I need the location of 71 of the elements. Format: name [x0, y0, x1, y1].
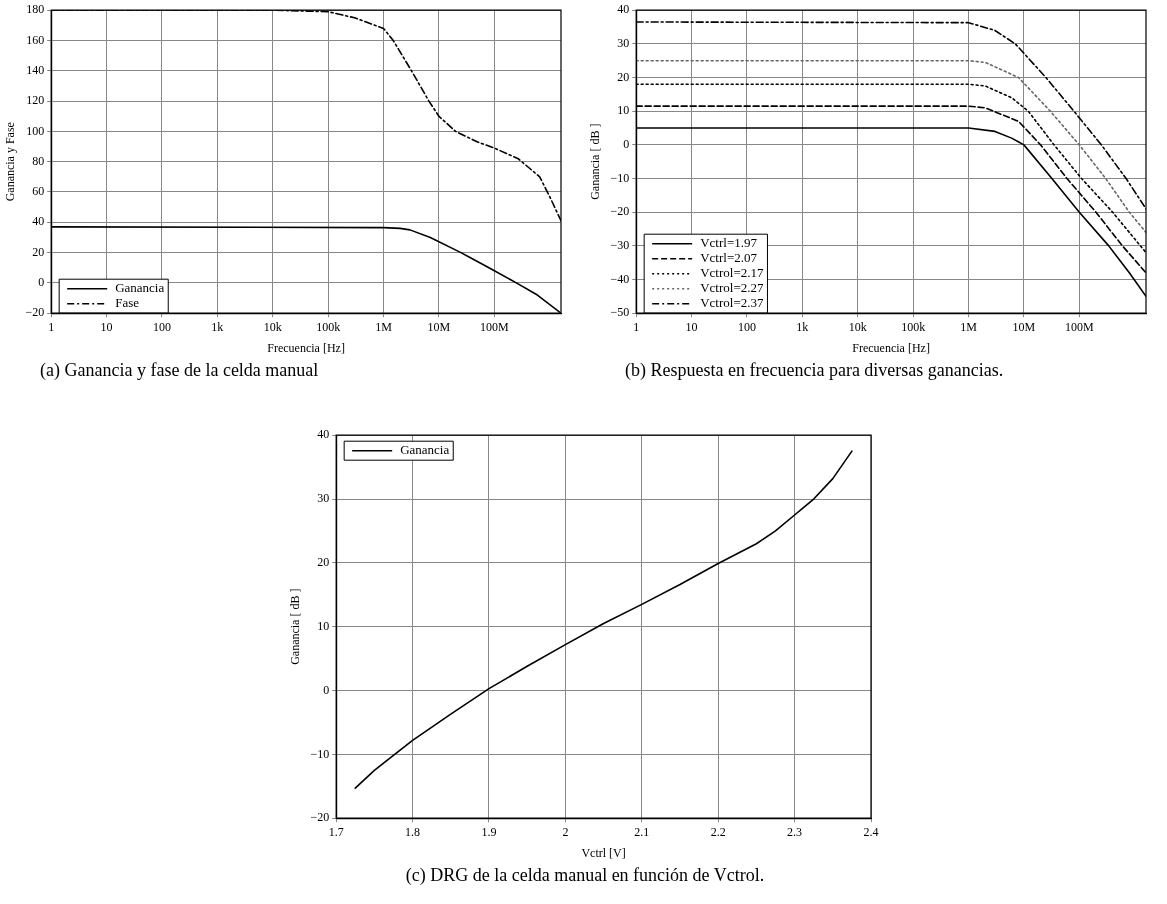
x-tick-label: 1.7	[328, 824, 344, 839]
y-tick-label: 30	[317, 491, 330, 506]
y-tick-label: 100	[26, 123, 45, 138]
y-tick-label: −10	[610, 170, 630, 185]
y-tick-label: 10	[317, 618, 330, 633]
x-tick-label: 100M	[479, 319, 509, 334]
y-tick-label: 120	[26, 93, 45, 108]
x-tick-label: 1.8	[405, 824, 421, 839]
legend-label: Vctrol=2.37	[700, 295, 764, 311]
x-tick-label: 1	[633, 319, 640, 334]
legend-label: Ganancia	[400, 442, 450, 458]
y-tick-label: −20	[25, 305, 45, 320]
x-tick-label: 10	[685, 319, 698, 334]
x-axis-title: Vctrl [V]	[581, 845, 626, 860]
y-axis-title: Ganancia [ dB ]	[288, 588, 303, 665]
x-tick-label: 10M	[1012, 319, 1036, 334]
y-tick-label: 40	[617, 2, 630, 17]
x-tick-label: 100k	[901, 319, 926, 334]
x-tick-label: 100M	[1064, 319, 1094, 334]
legend-label: Vctrl=1.97	[700, 235, 758, 251]
x-tick-label: 2.3	[787, 824, 803, 839]
legend-label: Vctrol=2.17	[700, 265, 764, 281]
y-tick-label: 0	[38, 275, 45, 290]
x-tick-label: 1M	[960, 319, 978, 334]
x-tick-label: 1	[48, 319, 55, 334]
x-axis-title: Frecuencia [Hz]	[852, 340, 930, 355]
x-tick-label: 100	[737, 319, 756, 334]
y-tick-label: 40	[317, 427, 330, 442]
y-tick-label: −50	[610, 305, 630, 320]
y-tick-label: 80	[32, 153, 45, 168]
legend-label: Vctrl=2.07	[700, 250, 758, 266]
x-tick-label: 1k	[211, 319, 224, 334]
x-tick-label: 1k	[796, 319, 809, 334]
x-tick-label: 2.1	[634, 824, 650, 839]
text: (c) DRG de la celda manual en función de Vctrol.	[404, 865, 766, 886]
y-tick-label: 0	[623, 137, 630, 152]
x-tick-label: 2.2	[710, 824, 726, 839]
x-tick-label: 100	[152, 319, 171, 334]
x-tick-label: 10	[100, 319, 113, 334]
y-tick-label: −40	[610, 271, 630, 286]
x-tick-label: 1.9	[481, 824, 497, 839]
y-tick-label: 140	[26, 62, 45, 77]
y-tick-label: 60	[32, 184, 45, 199]
y-axis-title: Ganancia y Fase	[3, 122, 18, 202]
y-tick-label: 10	[617, 103, 630, 118]
y-axis-title: Ganancia [ dB ]	[588, 123, 603, 200]
y-tick-label: 20	[32, 244, 45, 259]
text: (b) Respuesta en frecuencia para diversas ganancias.	[624, 360, 1005, 381]
x-tick-label: 1M	[375, 319, 393, 334]
y-tick-label: 160	[26, 32, 45, 47]
y-tick-label: −30	[610, 238, 630, 253]
x-tick-label: 2	[562, 824, 569, 839]
legend-label: Ganancia	[115, 280, 165, 296]
y-tick-label: −10	[310, 746, 330, 761]
x-axis-title: Frecuencia [Hz]	[267, 340, 345, 355]
legend-label: Vctrol=2.27	[700, 280, 764, 296]
y-tick-label: −20	[310, 810, 330, 825]
legend-label: Fase	[115, 295, 140, 311]
x-tick-label: 10M	[427, 319, 451, 334]
y-tick-label: 20	[317, 555, 330, 570]
y-tick-label: 180	[26, 2, 45, 17]
y-tick-label: 20	[617, 69, 630, 84]
x-tick-label: 100k	[316, 319, 341, 334]
x-tick-label: 2.4	[863, 824, 879, 839]
y-tick-label: 40	[32, 214, 45, 229]
x-tick-label: 10k	[848, 319, 867, 334]
y-tick-label: 30	[617, 36, 630, 51]
y-tick-label: −20	[610, 204, 630, 219]
x-tick-label: 10k	[263, 319, 282, 334]
y-tick-label: 0	[323, 682, 330, 697]
text: (a) Ganancia y fase de la celda manual	[39, 360, 320, 381]
